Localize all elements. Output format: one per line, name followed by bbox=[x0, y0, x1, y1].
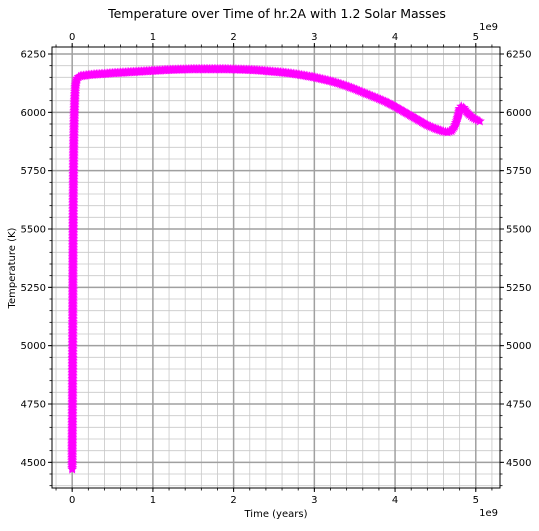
x-tick-label-top: 0 bbox=[69, 32, 75, 43]
y-tick-label-left: 5250 bbox=[21, 283, 46, 294]
x-tick-label-top: 1 bbox=[150, 32, 156, 43]
y-tick-label-left: 4500 bbox=[21, 458, 46, 469]
y-tick-label-right: 6250 bbox=[506, 50, 531, 61]
x-tick-label-bottom: 4 bbox=[392, 495, 398, 506]
y-tick-label-right: 4500 bbox=[506, 458, 531, 469]
plot-frame bbox=[51, 46, 501, 489]
x-tick-label-bottom: 2 bbox=[230, 495, 236, 506]
y-tick-label-left: 5000 bbox=[21, 341, 46, 352]
major-grid bbox=[52, 47, 500, 488]
minor-grid bbox=[52, 47, 500, 488]
x-axis-offset-label: 1e9 bbox=[479, 508, 498, 519]
chart-title: Temperature over Time of hr.2A with 1.2 … bbox=[107, 6, 446, 21]
y-tick-label-left: 6000 bbox=[21, 108, 46, 119]
y-tick-label-right: 5750 bbox=[506, 166, 531, 177]
y-axis-label: Temperature (K) bbox=[7, 227, 18, 309]
data-point bbox=[474, 115, 485, 126]
x-tick-label-top: 4 bbox=[392, 32, 398, 43]
x-axis-offset-label-top: 1e9 bbox=[479, 22, 498, 33]
y-tick-label-left: 5750 bbox=[21, 166, 46, 177]
y-tick-label-left: 6250 bbox=[21, 50, 46, 61]
y-tick-label-right: 5250 bbox=[506, 283, 531, 294]
x-tick-label-top: 3 bbox=[311, 32, 317, 43]
x-tick-label-top: 5 bbox=[473, 32, 479, 43]
y-tick-label-right: 5500 bbox=[506, 225, 531, 236]
y-tick-label-left: 5500 bbox=[21, 225, 46, 236]
y-tick-label-left: 4750 bbox=[21, 400, 46, 411]
x-tick-label-bottom: 1 bbox=[150, 495, 156, 506]
x-tick-label-top: 2 bbox=[230, 32, 236, 43]
x-tick-label-bottom: 5 bbox=[473, 495, 479, 506]
y-tick-label-right: 6000 bbox=[506, 108, 531, 119]
axis-ticks: 0 0 1 1 2 2 3 3 4 4 5 5 4500 4500 4750 4750 5000 5000 5250… bbox=[21, 32, 532, 506]
y-tick-label-right: 5000 bbox=[506, 341, 531, 352]
x-tick-label-bottom: 0 bbox=[69, 495, 75, 506]
data-points bbox=[67, 63, 485, 474]
y-tick-label-right: 4750 bbox=[506, 400, 531, 411]
x-tick-label-bottom: 3 bbox=[311, 495, 317, 506]
x-axis-label: Time (years) bbox=[244, 509, 308, 520]
